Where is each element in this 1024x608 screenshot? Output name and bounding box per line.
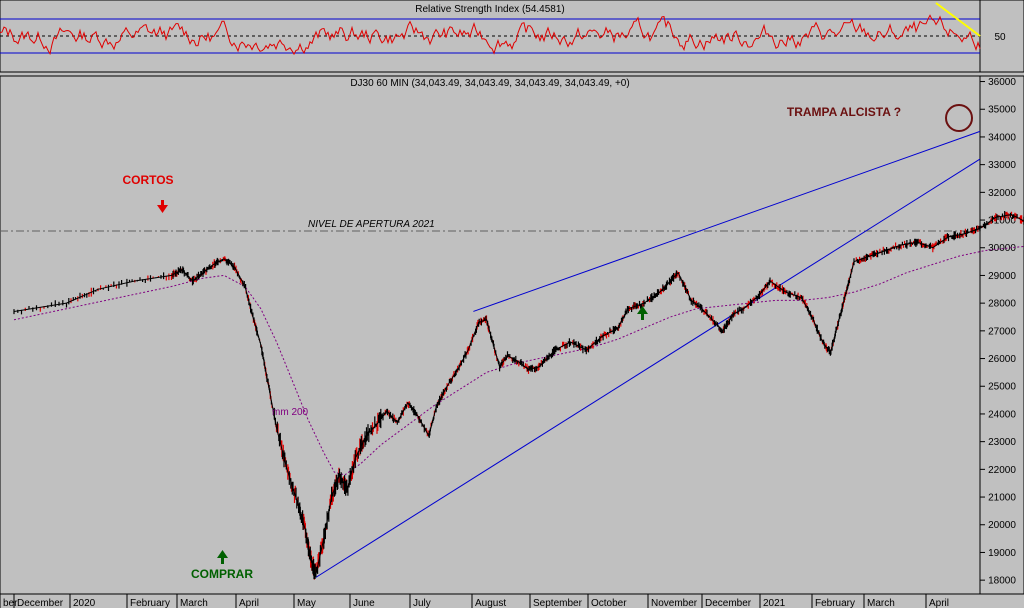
x-tick-label: August [475,598,506,608]
y-tick-label: 32000 [988,188,1016,199]
x-tick-label: December [705,598,752,608]
x-tick-label: ber [3,598,18,608]
rsi-panel: Relative Strength Index (54.4581) 50 [0,0,1024,73]
price-frame [0,75,1024,595]
rsi-series-line [0,14,981,56]
y-tick-label: 34000 [988,132,1016,143]
x-tick-label: December [17,598,64,608]
october-buy-arrow-icon [637,306,648,320]
cortos-label: CORTOS [122,173,173,187]
x-tick-label: 2020 [73,598,96,608]
y-tick-label: 18000 [988,576,1016,587]
y-tick-label: 19000 [988,548,1016,559]
y-axis-ticks: 18000 19000 20000 21000 22000 23000 24000 25000… [980,77,1016,587]
trampa-circle [945,104,973,132]
x-tick-label: June [353,598,375,608]
price-series [13,211,1024,580]
y-tick-label: 23000 [988,437,1016,448]
y-tick-label: 36000 [988,77,1016,88]
y-tick-label: 27000 [988,326,1016,337]
y-tick-label: 20000 [988,520,1016,531]
x-tick-label: March [867,598,895,608]
price-title: DJ30 60 MIN (34,043.49, 34,043.49, 34,04… [350,78,629,89]
mm200-label: mm 200 [272,407,309,418]
x-axis-ticks: ber December 2020 February March April May June… [0,594,949,608]
y-tick-label: 29000 [988,271,1016,282]
y-tick-label: 28000 [988,299,1016,310]
y-tick-label: 31000 [988,216,1016,227]
rsi-trend-line [935,2,981,37]
y-tick-label: 24000 [988,409,1016,420]
y-tick-label: 25000 [988,382,1016,393]
x-tick-label: September [533,598,583,608]
x-tick-label: May [297,598,316,608]
y-tick-label: 26000 [988,354,1016,365]
trendline-lower [315,158,981,578]
comprar-arrow-icon [217,550,228,564]
rsi-tick-label: 50 [994,32,1006,43]
comprar-label: COMPRAR [191,567,253,581]
trendline-upper [473,130,981,312]
x-tick-label: March [180,598,208,608]
x-tick-label: November [651,598,698,608]
y-tick-label: 33000 [988,160,1016,171]
x-tick-label: October [591,598,627,608]
x-tick-label: 2021 [763,598,786,608]
price-line [13,213,1024,577]
x-tick-label: April [929,598,949,608]
rsi-title: Relative Strength Index (54.4581) [415,4,565,15]
y-tick-label: 21000 [988,493,1016,504]
x-tick-label: July [413,598,431,608]
y-tick-label: 22000 [988,465,1016,476]
price-panel: 18000 19000 20000 21000 22000 23000 24000 25000… [0,75,1024,608]
cortos-arrow-icon [157,200,168,213]
x-tick-label: February [815,598,855,608]
x-tick-label: February [130,598,170,608]
apertura-2021-label: NIVEL DE APERTURA 2021 [308,219,435,230]
mm200-line [13,245,1024,476]
trampa-alcista-label: TRAMPA ALCISTA ? [787,105,901,119]
y-tick-label: 35000 [988,105,1016,116]
x-tick-label: April [239,598,259,608]
